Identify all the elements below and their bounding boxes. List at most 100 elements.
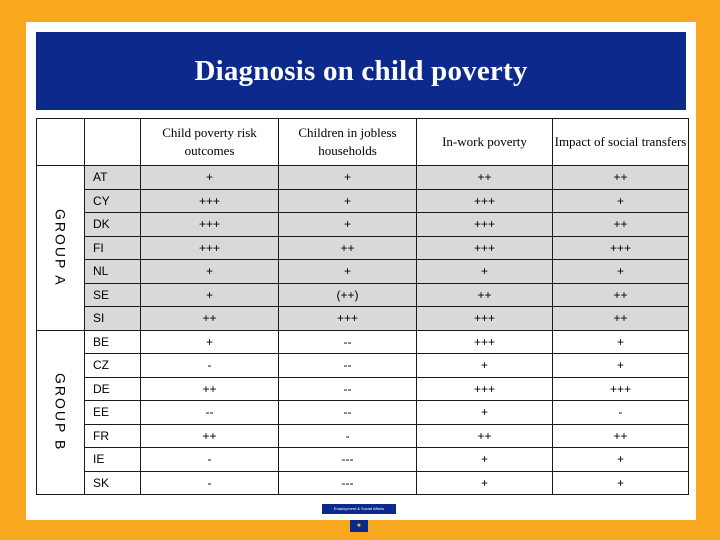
rating-cell: +++ [278,306,417,331]
table-row: GROUP A AT + + ++ ++ [36,165,689,331]
rating-cell: - [552,400,689,425]
rating-cell: -- [278,353,417,378]
rating-cell: - [140,353,279,378]
logo-text: Employment & Social Affairs [322,504,396,514]
table-row: NL + + + + [37,259,689,284]
country-code: NL [84,259,141,284]
rating-cell: - [278,423,417,448]
header-in-work-poverty: In-work poverty [416,118,553,166]
rating-cell: ++ [278,235,417,260]
rating-cell: ++ [140,423,279,448]
table-row: GROUP B BE + -- +++ + [36,329,689,495]
rating-cell: + [278,212,417,237]
rating-cell: -- [140,400,279,425]
header-social-transfers: Impact of social transfers [552,118,689,166]
country-code: IE [84,447,141,472]
rating-cell: + [140,165,279,190]
group-cell: GROUP B [36,329,85,495]
group-cell: GROUP A [36,165,85,331]
table-row: SE + (++) ++ ++ [37,282,689,307]
rating-cell: ++ [552,212,689,237]
page-title: Diagnosis on child poverty [194,54,528,87]
country-code: SK [84,470,141,495]
rating-cell: (++) [278,282,417,307]
rating-cell: -- [278,376,417,401]
rating-cell: + [140,329,279,354]
slide: Diagnosis on child poverty Child poverty… [26,22,696,532]
table-row: SK - --- + + [37,470,689,495]
table-row: SI ++ +++ +++ ++ [37,306,689,331]
country-code: BE [84,329,141,354]
rating-cell: ++ [552,423,689,448]
rating-cell: + [552,447,689,472]
table-row: EE -- -- + - [37,400,689,425]
group-label: GROUP A [52,208,69,287]
rating-cell: ++ [140,376,279,401]
header-empty-group [36,118,85,166]
rating-cell: ++ [140,306,279,331]
rating-cell: +++ [416,235,553,260]
eu-flag-icon: ★ [350,520,368,532]
rating-cell: + [416,353,553,378]
rating-cell: --- [278,447,417,472]
rating-cell: + [140,282,279,307]
rating-cell: + [552,188,689,213]
table-body: GROUP A AT + + ++ ++ CY +++ + +++ + DK +++ + +++ ++ FI ++… [36,165,689,495]
rating-cell: -- [278,400,417,425]
rating-cell: + [416,447,553,472]
country-code: CZ [84,353,141,378]
rating-cell: +++ [416,212,553,237]
country-code: FI [84,235,141,260]
header-row: Child poverty risk outcomes Children in … [36,118,689,166]
table-row: IE - --- + + [37,447,689,472]
table-row: DE ++ -- +++ +++ [37,376,689,401]
rating-cell: + [140,259,279,284]
country-code: DE [84,376,141,401]
eu-logo: Employment & Social Affairs ★ [322,504,396,536]
rating-cell: ++ [416,282,553,307]
rating-cell: +++ [416,306,553,331]
rating-cell: +++ [416,329,553,354]
rating-cell: + [278,165,417,190]
rating-cell: -- [278,329,417,354]
table-row: CY +++ + +++ + [37,188,689,213]
header-empty-country [84,118,141,166]
rating-cell: +++ [140,235,279,260]
rating-cell: +++ [552,376,689,401]
rating-cell: + [552,329,689,354]
country-code: EE [84,400,141,425]
country-code: FR [84,423,141,448]
rating-cell: ++ [416,423,553,448]
rating-cell: + [416,259,553,284]
rating-cell: ++ [552,306,689,331]
rating-cell: - [140,447,279,472]
rating-cell: +++ [140,188,279,213]
rating-cell: + [416,470,553,495]
rating-cell: + [278,188,417,213]
rating-cell: + [552,470,689,495]
country-code: DK [84,212,141,237]
rating-cell: +++ [416,376,553,401]
rating-cell: ++ [552,282,689,307]
group-label: GROUP B [52,373,69,452]
rating-cell: --- [278,470,417,495]
title-banner: Diagnosis on child poverty [36,32,686,110]
rating-cell: - [140,470,279,495]
header-jobless-households: Children in jobless households [278,118,417,166]
country-code: SE [84,282,141,307]
table-row: DK +++ + +++ ++ [37,212,689,237]
country-code: SI [84,306,141,331]
rating-cell: +++ [416,188,553,213]
rating-cell: ++ [416,165,553,190]
header-child-poverty-risk: Child poverty risk outcomes [140,118,279,166]
diagnosis-table: Child poverty risk outcomes Children in … [36,118,689,495]
rating-cell: + [552,259,689,284]
table-row: FI +++ ++ +++ +++ [37,235,689,260]
rating-cell: +++ [552,235,689,260]
rating-cell: + [416,400,553,425]
country-code: CY [84,188,141,213]
country-code: AT [84,165,141,190]
rating-cell: ++ [552,165,689,190]
rating-cell: + [278,259,417,284]
table-row: FR ++ - ++ ++ [37,423,689,448]
